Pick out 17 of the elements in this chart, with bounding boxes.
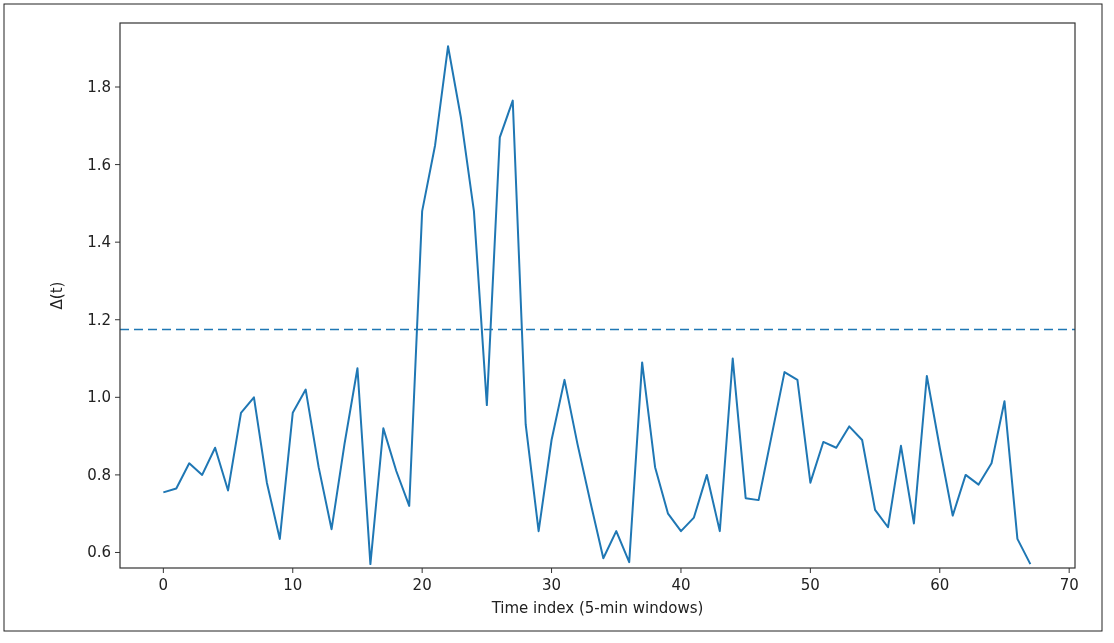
x-tick-label: 10: [283, 576, 303, 594]
x-axis-title: Time index (5-min windows): [490, 599, 704, 617]
x-tick-label: 60: [930, 576, 950, 594]
x-tick-label: 70: [1059, 576, 1079, 594]
y-axis-title: Δ(t): [48, 281, 66, 310]
y-tick-label: 1.4: [87, 233, 111, 252]
y-tick-label: 1.6: [87, 155, 111, 174]
y-tick-label: 0.6: [87, 543, 111, 562]
y-tick-label: 1.2: [87, 310, 111, 329]
x-tick-label: 30: [542, 576, 562, 594]
y-tick-label: 1.8: [87, 78, 111, 96]
y-tick-label: 1.0: [87, 388, 111, 407]
x-tick-label: 20: [412, 576, 432, 594]
x-tick-label: 40: [671, 576, 691, 594]
x-tick-label: 0: [158, 576, 169, 594]
y-tick-label: 0.8: [87, 465, 111, 484]
x-tick-label: 50: [800, 576, 820, 594]
